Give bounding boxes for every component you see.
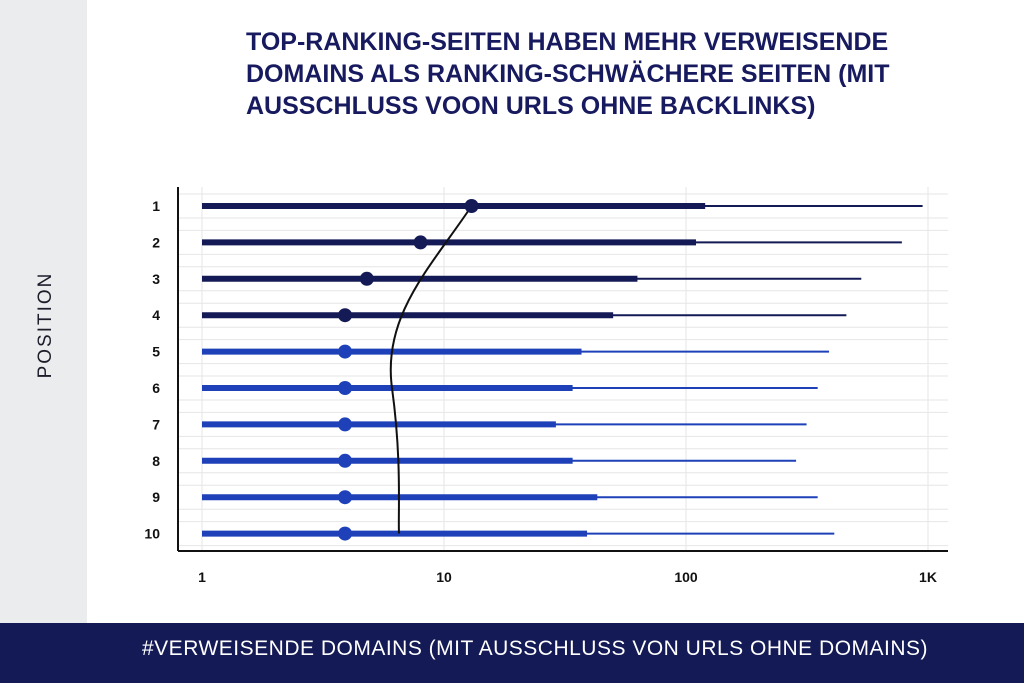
x-tick-label: 1K bbox=[919, 569, 937, 585]
median-dot bbox=[338, 381, 353, 395]
median-dot bbox=[338, 308, 353, 323]
chart-title: TOP-RANKING-SEITEN HABEN MEHR VERWEISEND… bbox=[246, 28, 890, 120]
y-tick-label: 4 bbox=[152, 307, 160, 323]
axes bbox=[177, 187, 948, 552]
trend-line bbox=[389, 205, 473, 534]
y-tick-label: 7 bbox=[152, 416, 160, 432]
grid bbox=[178, 187, 948, 551]
y-tick-label: 5 bbox=[152, 344, 160, 360]
median-dot bbox=[338, 453, 353, 468]
median-dot bbox=[464, 199, 479, 213]
x-tick-label: 1 bbox=[198, 569, 206, 585]
median-dot bbox=[338, 526, 353, 541]
median-dot bbox=[359, 271, 374, 286]
median-dot bbox=[338, 490, 353, 505]
y-tick-label: 6 bbox=[152, 380, 160, 396]
x-tick-label: 100 bbox=[674, 569, 698, 585]
median-dots bbox=[338, 199, 479, 541]
y-tick-label: 9 bbox=[152, 489, 160, 505]
median-dot bbox=[338, 417, 353, 432]
y-tick-label: 10 bbox=[144, 526, 160, 542]
y-tick-label: 2 bbox=[152, 234, 160, 250]
x-axis-label: #VERWEISENDE DOMAINS (MIT AUSSCHLUSS VON… bbox=[142, 637, 929, 660]
left-band bbox=[0, 0, 87, 623]
chart: 1 2 3 4 5 6 7 8 9 10 1 10 100 1K bbox=[144, 187, 948, 585]
x-tick-labels: 1 10 100 1K bbox=[198, 569, 937, 585]
y-tick-labels: 1 2 3 4 5 6 7 8 9 10 bbox=[144, 198, 160, 542]
footer-bar bbox=[0, 623, 1024, 683]
median-dot bbox=[338, 344, 353, 359]
y-tick-label: 8 bbox=[152, 453, 160, 469]
x-tick-label: 10 bbox=[436, 569, 452, 585]
y-tick-label: 1 bbox=[152, 198, 160, 214]
median-dot bbox=[413, 235, 428, 250]
bars bbox=[202, 203, 923, 537]
y-tick-label: 3 bbox=[152, 271, 160, 287]
